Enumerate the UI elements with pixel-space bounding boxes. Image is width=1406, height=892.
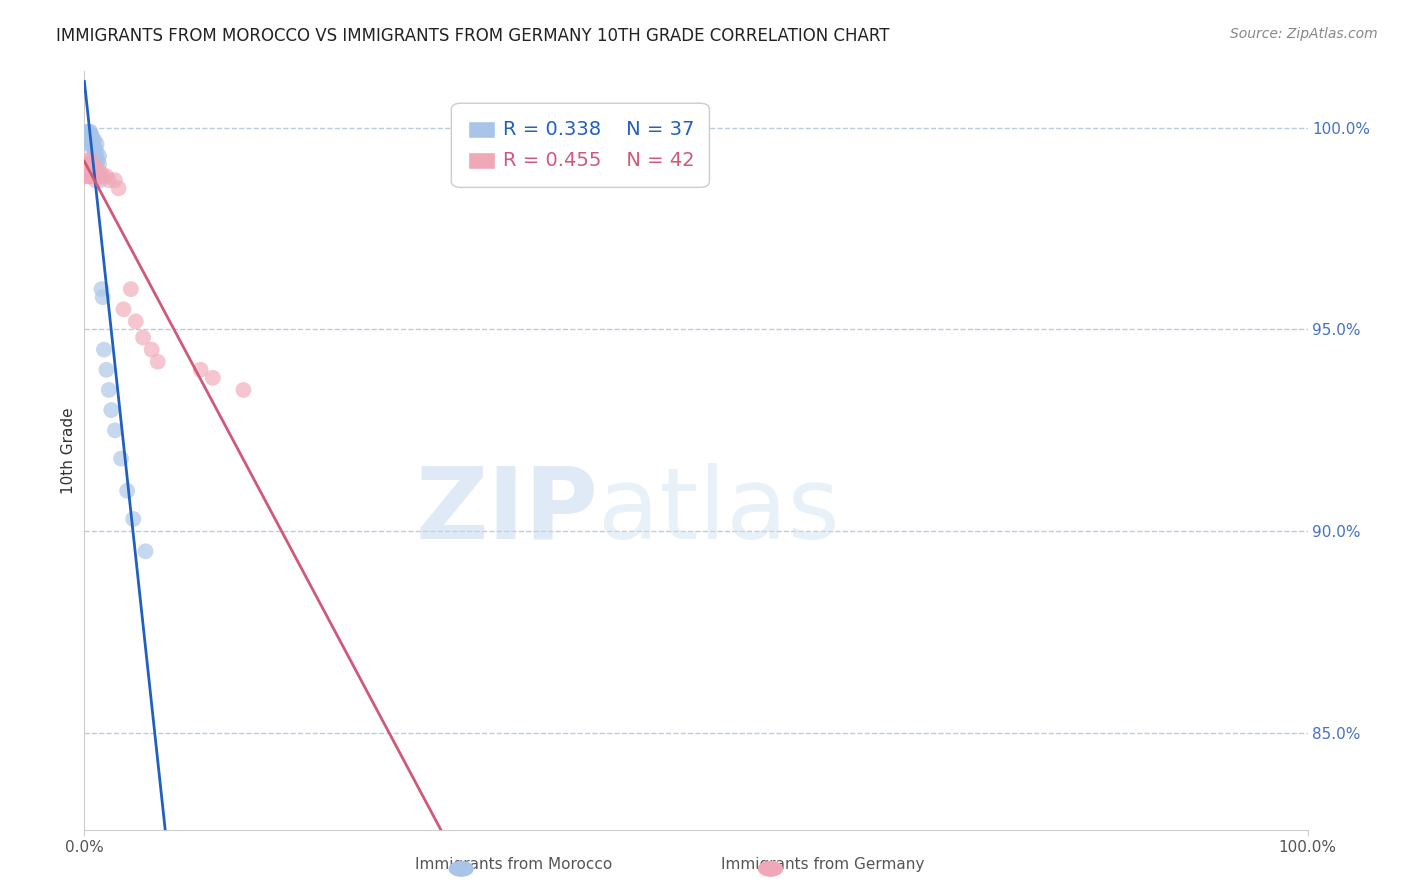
Point: [77, 157, 100, 171]
Point: [79, 169, 101, 184]
Point: [86, 153, 108, 167]
Point: [79, 128, 101, 143]
Point: [76, 169, 98, 184]
Point: [104, 423, 127, 437]
Point: [86, 145, 108, 159]
Point: [80, 128, 103, 143]
Point: [97, 383, 120, 397]
Point: [146, 355, 169, 369]
Point: [84, 149, 107, 163]
Point: [77, 161, 100, 176]
Point: [76, 161, 98, 176]
Point: [96, 363, 118, 377]
FancyBboxPatch shape: [451, 103, 710, 187]
Point: [89, 165, 111, 179]
Point: [77, 169, 100, 184]
Point: [90, 282, 112, 296]
Text: Immigrants from Germany: Immigrants from Germany: [721, 857, 924, 872]
Point: [87, 157, 110, 171]
Point: [83, 133, 105, 147]
Point: [86, 161, 108, 176]
Point: [79, 153, 101, 167]
Point: [77, 128, 100, 143]
Point: [97, 173, 120, 187]
Point: [86, 169, 108, 184]
Point: [79, 161, 101, 176]
Point: [80, 157, 103, 171]
Point: [86, 136, 108, 151]
Point: [91, 290, 114, 304]
Point: [80, 169, 103, 184]
Y-axis label: 10th Grade: 10th Grade: [60, 407, 76, 494]
Point: [77, 125, 100, 139]
Point: [89, 173, 111, 187]
Point: [87, 153, 110, 167]
Point: [115, 483, 138, 498]
Point: [77, 165, 100, 179]
Point: [77, 136, 100, 151]
Point: [82, 141, 104, 155]
Text: R = 0.455    N = 42: R = 0.455 N = 42: [503, 152, 695, 170]
Point: [91, 169, 114, 184]
Point: [87, 169, 110, 184]
Point: [120, 282, 142, 296]
Point: [87, 169, 110, 184]
Text: IMMIGRANTS FROM MOROCCO VS IMMIGRANTS FROM GERMANY 10TH GRADE CORRELATION CHART: IMMIGRANTS FROM MOROCCO VS IMMIGRANTS FR…: [56, 27, 890, 45]
Point: [135, 544, 157, 558]
Point: [107, 181, 129, 195]
Point: [201, 371, 224, 385]
Point: [132, 330, 155, 344]
Point: [83, 141, 105, 155]
Bar: [468, 121, 495, 138]
Text: Source: ZipAtlas.com: Source: ZipAtlas.com: [1230, 27, 1378, 41]
Point: [232, 383, 254, 397]
Bar: [468, 153, 495, 169]
Point: [84, 141, 107, 155]
Point: [141, 343, 163, 357]
Point: [77, 165, 100, 179]
Point: [104, 173, 127, 187]
Point: [112, 302, 135, 317]
Point: [79, 133, 101, 147]
Point: [190, 363, 212, 377]
Point: [77, 133, 100, 147]
Point: [84, 165, 107, 179]
Text: R = 0.338    N = 37: R = 0.338 N = 37: [503, 120, 695, 139]
Point: [76, 125, 98, 139]
Point: [77, 153, 100, 167]
Point: [82, 133, 104, 147]
Point: [80, 165, 103, 179]
Point: [77, 169, 100, 184]
Point: [96, 169, 118, 184]
Text: Immigrants from Morocco: Immigrants from Morocco: [415, 857, 612, 872]
Point: [100, 403, 122, 417]
Point: [77, 161, 100, 176]
Point: [110, 451, 132, 466]
Point: [82, 169, 104, 184]
Point: [83, 169, 105, 184]
Point: [76, 128, 98, 143]
Point: [83, 161, 105, 176]
Point: [79, 125, 101, 139]
Point: [122, 512, 145, 526]
Point: [80, 136, 103, 151]
Point: [125, 314, 148, 328]
Point: [87, 149, 110, 163]
Point: [77, 157, 100, 171]
Text: atlas: atlas: [598, 463, 839, 559]
Point: [82, 161, 104, 176]
Point: [89, 169, 111, 184]
Text: ZIP: ZIP: [415, 463, 598, 559]
Point: [84, 173, 107, 187]
Point: [93, 343, 115, 357]
Point: [77, 125, 100, 139]
